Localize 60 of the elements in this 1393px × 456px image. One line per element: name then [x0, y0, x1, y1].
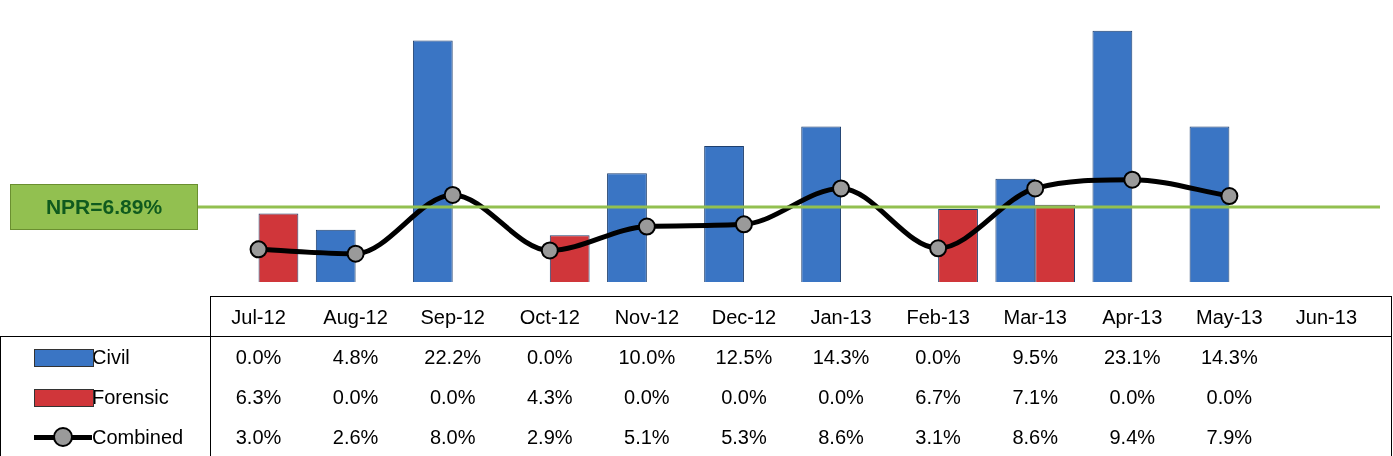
data-label: 0.0% [234, 344, 283, 370]
x-tick-label: Jan-13 [809, 304, 873, 330]
data-label: 3.0% [234, 424, 283, 450]
data-label: 7.1% [1011, 384, 1059, 410]
data-label: 4.3% [526, 384, 574, 410]
x-tick-label: Jul-12 [230, 304, 287, 330]
data-label: 4.8% [331, 344, 380, 370]
legend-label: Combined [92, 425, 184, 449]
x-tick-label: Jun-13 [1294, 304, 1358, 330]
ref-line-label: NPR=6.89% [45, 195, 163, 220]
data-label: 5.1% [623, 424, 671, 450]
data-label: 3.1% [914, 424, 962, 450]
data-label: 2.9% [526, 424, 574, 450]
data-label: 0.0% [623, 384, 671, 410]
point [540, 241, 559, 260]
x-tick-label: Oct-12 [518, 304, 581, 330]
data-label: 2.6% [331, 424, 380, 450]
data-label: 14.3% [1200, 344, 1259, 370]
x-tick-label: Dec-12 [710, 304, 778, 330]
data-label: 12.5% [714, 344, 774, 370]
point [832, 179, 851, 198]
legend-label: Forensic [92, 385, 169, 409]
point [637, 217, 656, 236]
data-label: 6.7% [914, 384, 962, 410]
data-label: 9.4% [1108, 424, 1157, 450]
point [929, 239, 948, 258]
data-label: 5.3% [720, 424, 768, 450]
data-label: 23.1% [1102, 344, 1162, 370]
x-tick-label: Sep-12 [419, 304, 486, 330]
data-label: 9.5% [1011, 344, 1059, 370]
data-label: 0.0% [1108, 384, 1157, 410]
data-label: 10.0% [617, 344, 677, 370]
point [346, 244, 365, 263]
point [443, 185, 462, 204]
data-label: 0.0% [526, 344, 574, 370]
data-label: 0.0% [817, 384, 865, 410]
data-label: 0.0% [331, 384, 380, 410]
data-label: 22.2% [423, 344, 483, 370]
point [249, 240, 268, 259]
x-tick-label: Feb-13 [905, 304, 971, 330]
legend-label: Civil [92, 345, 130, 369]
data-label: 0.0% [1205, 384, 1254, 410]
data-label: 0.0% [914, 344, 962, 370]
data-label: 8.6% [1011, 424, 1059, 450]
data-label: 0.0% [720, 384, 768, 410]
x-tick-label: Aug-12 [322, 304, 389, 330]
data-label: 6.3% [234, 384, 283, 410]
point [734, 215, 753, 234]
data-label: 14.3% [811, 344, 871, 370]
point [1123, 170, 1142, 189]
x-tick-label: Nov-12 [613, 304, 681, 330]
data-label: 8.0% [428, 424, 477, 450]
point [1220, 187, 1239, 206]
data-label: 8.6% [817, 424, 865, 450]
x-tick-label: Mar-13 [1002, 304, 1068, 330]
data-label: 7.9% [1205, 424, 1254, 450]
x-tick-label: May-13 [1195, 304, 1264, 330]
x-tick-label: Apr-13 [1101, 304, 1164, 330]
data-label: 0.0% [428, 384, 477, 410]
point [1026, 179, 1045, 198]
